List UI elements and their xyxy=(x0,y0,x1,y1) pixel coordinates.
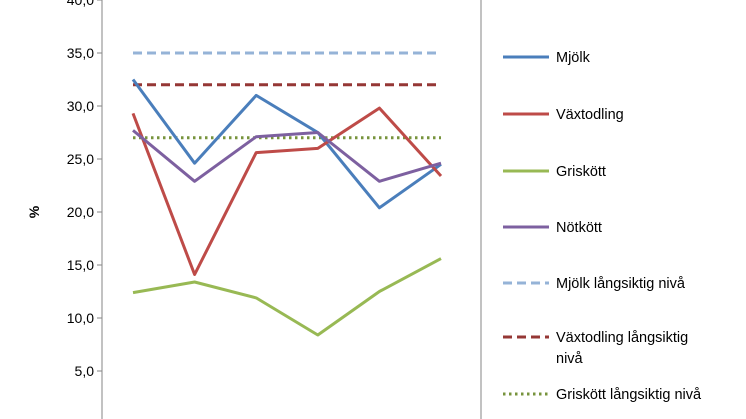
legend-label-5: Växtodling långsiktig xyxy=(556,330,688,346)
y-tick-label: 35,0 xyxy=(67,45,94,61)
y-tick-label: 5,0 xyxy=(75,363,95,379)
y-tick-label: 30,0 xyxy=(67,98,94,114)
series-line-2 xyxy=(132,257,442,337)
legend-label-3: Nötkött xyxy=(556,220,602,236)
y-tick-label: 20,0 xyxy=(67,204,94,220)
legend-label-5: nivå xyxy=(556,351,584,367)
y-axis-title: % xyxy=(26,205,42,218)
plot-area xyxy=(131,51,443,337)
legend-label-2: Griskött xyxy=(556,164,606,180)
y-axis: 0,0 5,0 10,0 15,0 20,0 25,0 30,0 35,0 40,0 xyxy=(67,0,482,419)
legend-label-4: Mjölk långsiktig nivå xyxy=(556,276,686,292)
legend-label-0: Mjölk xyxy=(556,50,591,66)
series-line-3 xyxy=(132,129,442,183)
legend-label-6: Griskött långsiktig nivå xyxy=(556,387,702,403)
y-tick-label: 40,0 xyxy=(67,0,94,8)
y-tick-label: 0,0 xyxy=(75,416,95,419)
series-line-0 xyxy=(131,78,442,210)
legend-label-1: Växtodling xyxy=(556,107,624,123)
y-tick-label: 15,0 xyxy=(67,257,94,273)
series-line-1 xyxy=(131,106,443,276)
y-tick-label: 25,0 xyxy=(67,151,94,167)
y-tick-label: 10,0 xyxy=(67,310,94,326)
legend: Mjölk Växtodling Griskött Nötkött Mjölk lång… xyxy=(503,50,702,403)
